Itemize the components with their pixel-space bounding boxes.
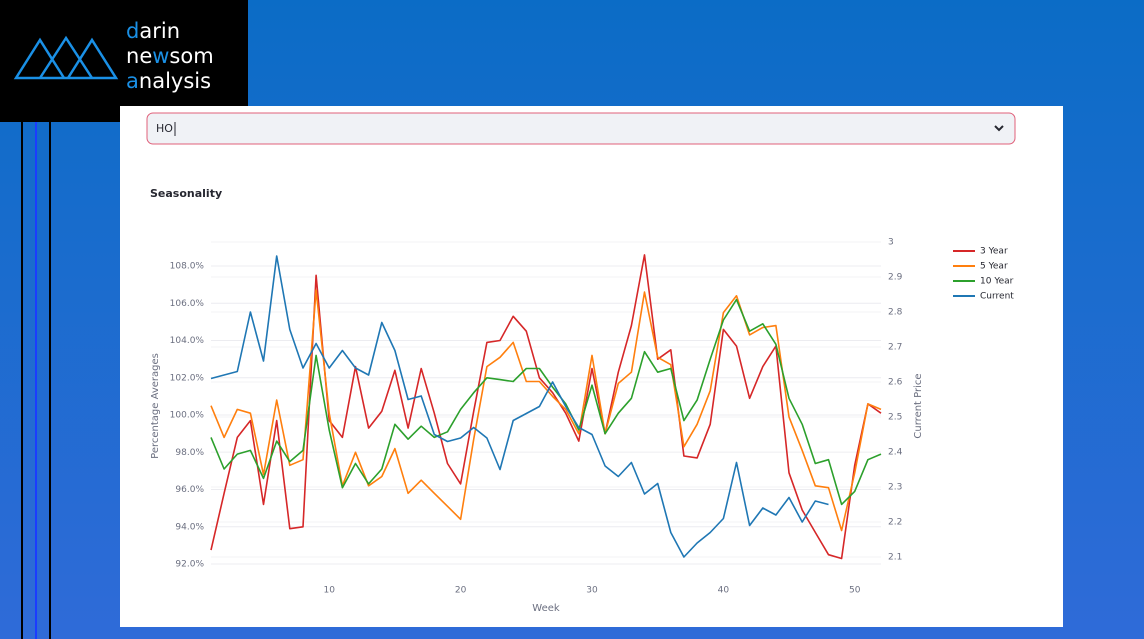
x-tick-label: 10 <box>324 586 336 596</box>
chart-title: Seasonality <box>150 187 222 200</box>
logo-word: darin <box>126 19 180 43</box>
y-tick-label: 106.0% <box>170 299 205 309</box>
y-tick-label: 108.0% <box>170 262 205 272</box>
y-tick-label: 102.0% <box>170 373 205 383</box>
logo-mark <box>13 35 119 80</box>
select-box[interactable] <box>146 112 1016 145</box>
y2-tick-label: 2.3 <box>888 483 902 493</box>
y2-axis-title: Current Price <box>913 373 924 438</box>
y-tick-label: 98.0% <box>175 448 204 458</box>
logo-word: analysis <box>126 69 211 93</box>
y2-tick-label: 3 <box>888 238 894 248</box>
y-tick-label: 94.0% <box>175 522 204 532</box>
chevron[interactable] <box>994 125 1004 132</box>
logo-box <box>0 0 248 122</box>
y2-tick-label: 2.7 <box>888 343 902 353</box>
x-tick-label: 50 <box>849 586 861 596</box>
y-tick-label: 100.0% <box>170 411 205 421</box>
y-axis-title: Percentage Averages <box>150 353 161 459</box>
y-tick-label: 96.0% <box>175 485 204 495</box>
panel <box>120 106 1063 627</box>
y2-tick-label: 2.1 <box>888 553 902 563</box>
x-tick-label: 40 <box>718 586 730 596</box>
x-axis-title: Week <box>532 603 560 614</box>
y2-tick-label: 2.9 <box>888 273 903 283</box>
x-tick-label: 30 <box>586 586 598 596</box>
y2-tick-label: 2.8 <box>888 308 903 318</box>
y-tick-label: 92.0% <box>175 560 204 570</box>
logo-word: newsom <box>126 44 214 68</box>
y2-tick-label: 2.2 <box>888 518 902 528</box>
legend-label: 5 Year <box>980 262 1008 272</box>
select-value: HO <box>156 122 173 135</box>
x-tick-label: 20 <box>455 586 467 596</box>
legend-label: 10 Year <box>980 277 1014 287</box>
y2-tick-label: 2.5 <box>888 413 902 423</box>
series-line <box>210 255 829 558</box>
legend-label: Current <box>980 292 1014 302</box>
legend-label: 3 Year <box>980 247 1008 257</box>
y2-tick-label: 2.6 <box>888 378 903 388</box>
y2-tick-label: 2.4 <box>888 448 903 458</box>
series-line <box>210 289 882 532</box>
series-line <box>210 298 882 506</box>
y-tick-label: 104.0% <box>170 336 205 346</box>
